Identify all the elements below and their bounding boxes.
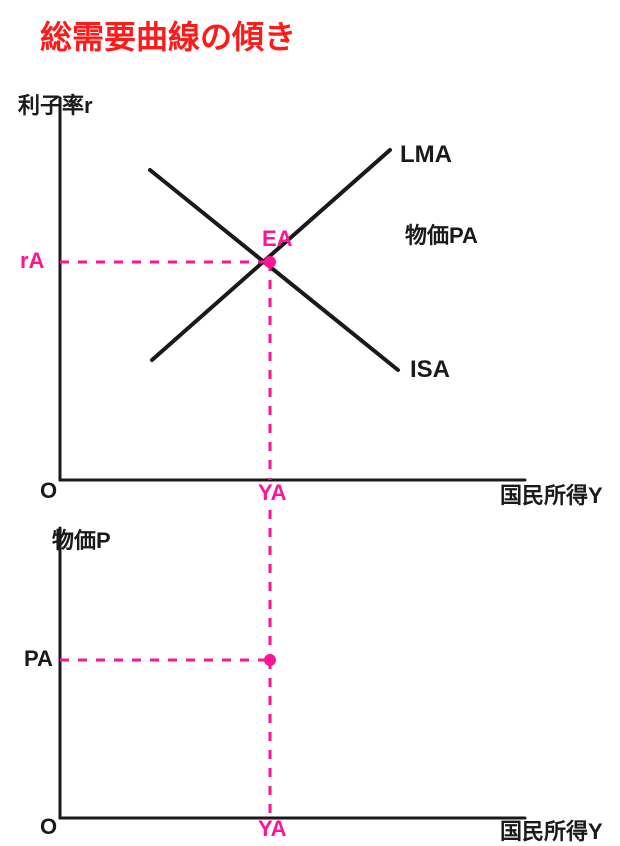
axis-label-p: 物価P: [52, 523, 111, 555]
ya-label-1: YA: [258, 480, 287, 506]
pa-axis-label: PA: [24, 646, 53, 672]
ra-label: rA: [20, 248, 44, 274]
price-pa-label: 物価PA: [405, 218, 478, 250]
axis-label-income-2: 国民所得Y: [500, 814, 603, 846]
diagram-canvas: [0, 0, 620, 846]
lm-label: LMA: [400, 141, 452, 169]
equilibrium-label: EA: [262, 226, 293, 252]
axis-label-r: 利子率r: [18, 88, 93, 120]
axis-label-income-1: 国民所得Y: [500, 478, 603, 510]
origin-label-1: O: [40, 478, 57, 504]
origin-label-2: O: [40, 814, 57, 840]
ya-label-2: YA: [258, 816, 287, 842]
is-label: ISA: [410, 356, 450, 384]
